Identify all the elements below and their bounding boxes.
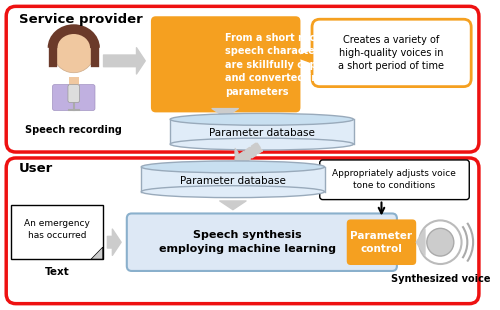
Text: Parameter database: Parameter database <box>209 128 315 138</box>
Polygon shape <box>91 247 102 259</box>
Text: From a short recording,
speech characteristics
are skillfully captured
and conve: From a short recording, speech character… <box>225 33 355 97</box>
Text: Service provider: Service provider <box>19 13 142 26</box>
Polygon shape <box>296 51 312 63</box>
Bar <box>170 119 354 144</box>
Bar <box>11 205 102 259</box>
FancyBboxPatch shape <box>127 214 397 271</box>
Ellipse shape <box>170 138 354 150</box>
Ellipse shape <box>142 186 324 197</box>
FancyBboxPatch shape <box>320 160 470 200</box>
FancyBboxPatch shape <box>68 85 80 103</box>
Text: User: User <box>19 162 53 175</box>
Text: Synthesized voice: Synthesized voice <box>390 274 490 284</box>
FancyBboxPatch shape <box>151 16 300 113</box>
FancyBboxPatch shape <box>6 6 479 152</box>
Text: Parameter
control: Parameter control <box>350 231 412 254</box>
Text: Appropriately adjusts voice
tone to conditions: Appropriately adjusts voice tone to cond… <box>332 169 456 190</box>
Bar <box>69 77 78 89</box>
Circle shape <box>419 220 462 264</box>
Text: Text: Text <box>44 267 69 277</box>
Text: Speech recording: Speech recording <box>26 125 122 135</box>
FancyBboxPatch shape <box>312 19 471 86</box>
Ellipse shape <box>142 161 324 173</box>
Text: Speech synthesis
employing machine learning: Speech synthesis employing machine learn… <box>159 230 336 254</box>
FancyBboxPatch shape <box>52 85 95 110</box>
Circle shape <box>52 29 95 73</box>
Text: Parameter database: Parameter database <box>180 175 286 185</box>
Text: An emergency
has occurred: An emergency has occurred <box>24 219 90 240</box>
Text: Creates a variety of
high-quality voices in
a short period of time: Creates a variety of high-quality voices… <box>338 35 444 71</box>
Circle shape <box>427 228 454 256</box>
Ellipse shape <box>170 113 354 125</box>
Bar <box>142 167 324 192</box>
FancyBboxPatch shape <box>6 158 479 304</box>
FancyBboxPatch shape <box>346 219 416 265</box>
